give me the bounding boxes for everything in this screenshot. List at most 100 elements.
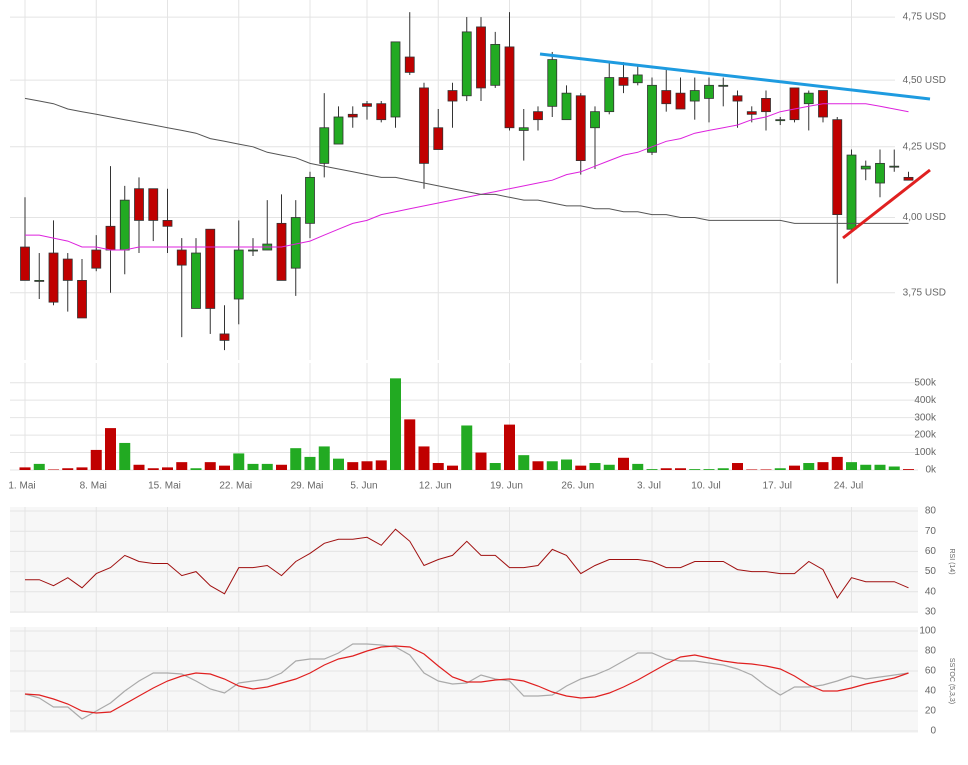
candle-body [860, 165, 871, 170]
volume-bar [361, 461, 373, 470]
x-tick-label: 24. Jul [834, 481, 863, 492]
candle-body [732, 95, 743, 102]
volume-bar [105, 428, 116, 470]
candle-body [148, 188, 159, 221]
candle-body [689, 90, 700, 102]
x-tick-label: 12. Jun [419, 481, 452, 492]
x-tick-label: 3. Jul [637, 481, 661, 492]
volume-bar [603, 464, 615, 470]
y-axis-label: RSI (14) [948, 548, 955, 574]
volume-bar [62, 468, 74, 470]
volume-bar [219, 465, 230, 470]
y-tick-label: 70 [925, 526, 937, 537]
candle-body [647, 84, 657, 153]
candle-body [276, 222, 287, 281]
volume-bar [204, 462, 216, 470]
candle-body [533, 111, 543, 121]
candle-body [319, 127, 330, 164]
volume-bar [817, 462, 829, 470]
candle-body [248, 249, 258, 252]
candle-body [433, 127, 444, 150]
x-tick-label: 19. Jun [490, 481, 523, 492]
x-tick-label: 17. Jul [763, 481, 792, 492]
candle-body [718, 84, 729, 87]
candle-body [347, 113, 358, 118]
y-tick-label: 0k [925, 465, 937, 476]
volume-bar [347, 462, 359, 470]
y-tick-label: 500k [914, 377, 937, 388]
candle-body [746, 111, 757, 115]
candle-body [561, 92, 572, 121]
candle-body [77, 280, 87, 319]
candle-body [547, 59, 558, 107]
candle-body [191, 252, 201, 309]
volume-bar [489, 463, 501, 470]
volume-bar [846, 462, 857, 470]
candle-body [333, 116, 344, 145]
y-tick-label: 3,75 USD [903, 287, 946, 298]
candle-body [590, 111, 600, 129]
volume-bar [546, 461, 558, 470]
volume-bar [874, 464, 886, 470]
candle-body [447, 90, 458, 102]
x-tick-label: 26. Jun [561, 481, 594, 492]
volume-bar [675, 468, 686, 470]
volume-bar [789, 465, 800, 470]
volume-bar [760, 469, 772, 470]
candle-body [62, 258, 73, 281]
moving-average [25, 103, 909, 251]
volume-bar [233, 453, 245, 470]
trend-line [539, 52, 931, 101]
volume-bar [575, 465, 587, 470]
volume-bar [247, 463, 259, 470]
candle-body [803, 92, 814, 105]
y-axis-label: SSTOC (5,3,3) [948, 658, 955, 704]
y-tick-label: 400k [914, 395, 937, 406]
candle-body [162, 220, 173, 227]
candle-body [490, 43, 501, 86]
volume-bar [518, 455, 530, 470]
candle-body [461, 31, 472, 97]
volume-bar [888, 466, 900, 470]
volume-bar [860, 464, 872, 470]
y-tick-label: 20 [925, 706, 937, 717]
candle-body [789, 87, 800, 121]
x-tick-label: 1. Mai [8, 481, 35, 492]
volume-bar [304, 456, 316, 470]
x-tick-label: 29. Mai [291, 481, 324, 492]
line [24, 645, 909, 714]
volume-bar [33, 463, 45, 470]
volume-bar [589, 463, 601, 470]
volume-bar [717, 468, 729, 470]
candle-body [233, 249, 244, 300]
volume-bar [90, 449, 102, 470]
volume-bar [903, 469, 914, 470]
volume-bar [660, 468, 672, 470]
candle-body [205, 228, 216, 309]
candle-body [903, 176, 914, 181]
y-tick-label: 60 [925, 546, 937, 557]
volume-bar [19, 467, 31, 470]
y-tick-label: 80 [925, 646, 937, 657]
candle-body [219, 333, 230, 341]
volume-bar [732, 463, 743, 470]
candle-body [504, 46, 515, 129]
x-tick-label: 22. Mai [219, 481, 252, 492]
candle-body [362, 103, 372, 107]
y-tick-label: 80 [925, 506, 937, 517]
volume-bar [190, 468, 202, 470]
y-tick-label: 0 [930, 726, 936, 737]
candle-body [889, 165, 900, 168]
candle-body [518, 127, 529, 131]
volume-bar [703, 469, 715, 470]
y-tick-label: 200k [914, 430, 937, 441]
candle-body [119, 199, 130, 251]
line [25, 528, 909, 599]
rsi-panel [10, 507, 918, 613]
y-tick-label: 300k [914, 412, 937, 423]
candle-body [404, 56, 415, 73]
volume-bar [418, 446, 430, 470]
volume-bar [432, 463, 444, 470]
y-tick-label: 4,25 USD [903, 141, 946, 152]
